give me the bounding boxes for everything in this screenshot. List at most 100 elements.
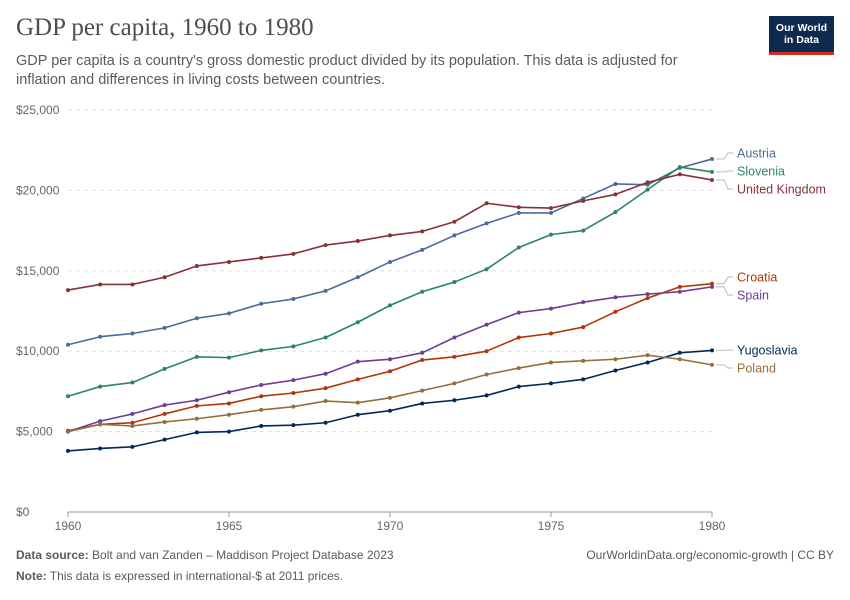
point-yugoslavia[interactable]	[227, 429, 231, 434]
point-austria[interactable]	[388, 259, 392, 264]
point-spain[interactable]	[162, 403, 167, 408]
point-croatia[interactable]	[420, 358, 425, 363]
point-croatia[interactable]	[259, 394, 264, 399]
point-yugoslavia[interactable]	[645, 360, 650, 365]
point-poland[interactable]	[516, 366, 521, 371]
point-spain[interactable]	[98, 419, 103, 424]
point-austria[interactable]	[420, 247, 425, 252]
line-slovenia[interactable]	[67, 166, 713, 397]
point-slovenia[interactable]	[162, 366, 167, 371]
point-yugoslavia[interactable]	[388, 408, 392, 413]
point-united-kingdom[interactable]	[194, 263, 199, 268]
point-croatia[interactable]	[388, 369, 392, 374]
point-united-kingdom[interactable]	[549, 206, 553, 211]
point-united-kingdom[interactable]	[227, 259, 231, 264]
point-austria[interactable]	[323, 288, 328, 293]
point-spain[interactable]	[452, 335, 457, 340]
point-croatia[interactable]	[355, 377, 360, 382]
line-united-kingdom[interactable]	[67, 173, 713, 291]
point-yugoslavia[interactable]	[420, 401, 425, 406]
point-united-kingdom[interactable]	[291, 251, 296, 256]
point-united-kingdom[interactable]	[581, 198, 586, 203]
point-slovenia[interactable]	[516, 245, 521, 250]
point-spain[interactable]	[388, 357, 392, 362]
point-croatia[interactable]	[194, 403, 199, 408]
point-spain[interactable]	[613, 295, 618, 300]
point-austria[interactable]	[162, 325, 167, 330]
point-spain[interactable]	[420, 350, 425, 355]
point-yugoslavia[interactable]	[291, 423, 296, 428]
point-yugoslavia[interactable]	[516, 384, 521, 389]
point-austria[interactable]	[194, 316, 199, 321]
point-united-kingdom[interactable]	[66, 288, 70, 293]
point-slovenia[interactable]	[291, 344, 296, 349]
point-slovenia[interactable]	[98, 384, 103, 389]
point-yugoslavia[interactable]	[194, 430, 199, 435]
point-yugoslavia[interactable]	[355, 412, 360, 417]
point-slovenia[interactable]	[613, 210, 618, 215]
point-united-kingdom[interactable]	[420, 229, 425, 234]
point-poland[interactable]	[162, 419, 167, 424]
point-poland[interactable]	[581, 358, 586, 363]
point-slovenia[interactable]	[645, 187, 650, 192]
point-slovenia[interactable]	[130, 380, 135, 385]
point-croatia[interactable]	[227, 401, 231, 406]
point-slovenia[interactable]	[259, 348, 264, 353]
point-united-kingdom[interactable]	[516, 205, 521, 210]
point-austria[interactable]	[98, 334, 103, 339]
point-austria[interactable]	[227, 311, 231, 316]
point-croatia[interactable]	[162, 411, 167, 416]
point-poland[interactable]	[98, 422, 103, 427]
point-spain[interactable]	[645, 292, 650, 297]
point-poland[interactable]	[66, 429, 70, 434]
point-croatia[interactable]	[516, 335, 521, 340]
point-poland[interactable]	[613, 357, 618, 362]
point-spain[interactable]	[677, 289, 682, 294]
point-spain[interactable]	[259, 382, 264, 387]
point-croatia[interactable]	[645, 296, 650, 301]
point-united-kingdom[interactable]	[645, 180, 650, 185]
point-slovenia[interactable]	[452, 280, 457, 285]
point-yugoslavia[interactable]	[66, 448, 70, 453]
point-united-kingdom[interactable]	[323, 243, 328, 248]
point-austria[interactable]	[549, 210, 553, 215]
point-slovenia[interactable]	[355, 320, 360, 325]
point-spain[interactable]	[581, 300, 586, 305]
point-poland[interactable]	[452, 381, 457, 386]
point-slovenia[interactable]	[323, 335, 328, 340]
point-austria[interactable]	[66, 342, 70, 347]
point-austria[interactable]	[259, 301, 264, 306]
point-poland[interactable]	[549, 360, 553, 365]
point-slovenia[interactable]	[677, 165, 682, 170]
point-croatia[interactable]	[581, 325, 586, 330]
point-united-kingdom[interactable]	[259, 255, 264, 260]
point-slovenia[interactable]	[66, 394, 70, 399]
point-poland[interactable]	[130, 423, 135, 428]
point-yugoslavia[interactable]	[162, 437, 167, 442]
point-yugoslavia[interactable]	[677, 350, 682, 355]
point-slovenia[interactable]	[581, 228, 586, 233]
point-slovenia[interactable]	[710, 169, 714, 174]
point-austria[interactable]	[613, 181, 618, 186]
point-austria[interactable]	[355, 275, 360, 280]
point-spain[interactable]	[710, 284, 714, 289]
point-croatia[interactable]	[130, 420, 135, 425]
point-united-kingdom[interactable]	[452, 219, 457, 224]
point-yugoslavia[interactable]	[130, 444, 135, 449]
point-yugoslavia[interactable]	[452, 398, 457, 403]
point-yugoslavia[interactable]	[323, 420, 328, 425]
line-yugoslavia[interactable]	[67, 349, 713, 452]
point-spain[interactable]	[516, 310, 521, 315]
point-slovenia[interactable]	[549, 232, 553, 237]
line-austria[interactable]	[67, 158, 713, 346]
point-yugoslavia[interactable]	[710, 348, 714, 353]
point-croatia[interactable]	[677, 284, 682, 289]
point-slovenia[interactable]	[388, 303, 392, 308]
point-spain[interactable]	[484, 322, 489, 327]
point-spain[interactable]	[227, 390, 231, 395]
point-slovenia[interactable]	[484, 267, 489, 272]
point-poland[interactable]	[291, 404, 296, 409]
point-united-kingdom[interactable]	[98, 282, 103, 287]
point-yugoslavia[interactable]	[98, 446, 103, 451]
point-poland[interactable]	[710, 362, 714, 367]
